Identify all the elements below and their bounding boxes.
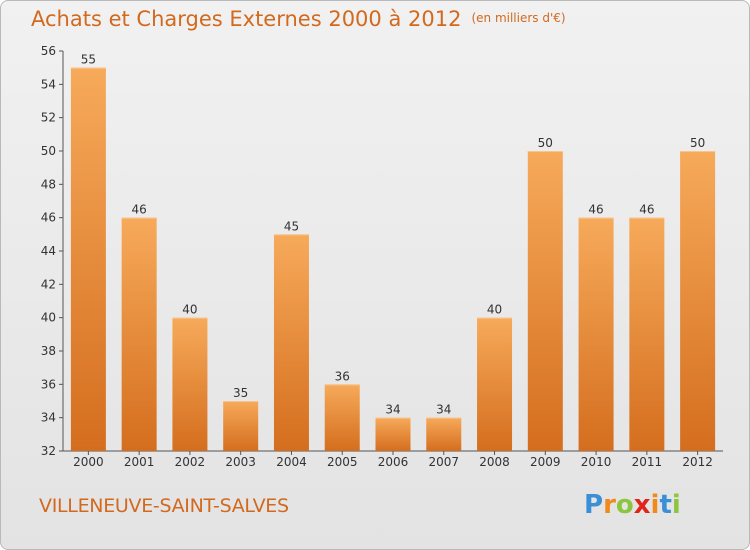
y-tick-label: 52: [41, 111, 56, 125]
y-tick-label: 36: [41, 377, 56, 391]
data-label: 36: [335, 369, 350, 383]
x-tick-label: 2010: [581, 455, 612, 469]
y-tick-label: 54: [41, 77, 56, 91]
chart-subtitle: (en milliers d'€): [471, 11, 566, 25]
y-tick-label: 56: [41, 44, 56, 58]
logo-letter: o: [615, 490, 634, 520]
logo-letter: i: [671, 490, 681, 520]
data-label: 50: [538, 136, 553, 150]
chart-title-text: Achats et Charges Externes 2000 à 2012: [31, 7, 462, 31]
logo-letter: t: [659, 490, 672, 520]
x-tick-label: 2012: [682, 455, 713, 469]
x-tick-label: 2001: [124, 455, 155, 469]
x-tick-label: 2000: [73, 455, 104, 469]
chart-title: Achats et Charges Externes 2000 à 2012 (e…: [31, 7, 566, 31]
data-label: 40: [487, 303, 502, 317]
y-tick-label: 48: [41, 177, 56, 191]
logo-letter: x: [633, 490, 651, 520]
data-label: 46: [588, 203, 603, 217]
y-tick-label: 42: [41, 277, 56, 291]
y-tick-label: 44: [41, 244, 56, 258]
data-label: 34: [385, 403, 400, 417]
data-label: 35: [233, 386, 248, 400]
data-label: 50: [690, 136, 705, 150]
bar-2002: [172, 317, 208, 451]
bar-2011: [629, 217, 665, 451]
bar-2004: [273, 234, 309, 451]
proxiti-logo: Proxiti: [584, 490, 681, 520]
bar-2007: [426, 417, 462, 451]
x-tick-label: 2002: [175, 455, 206, 469]
y-tick-label: 50: [41, 144, 56, 158]
y-tick-label: 40: [41, 311, 56, 325]
bar-2012: [680, 151, 716, 451]
data-label: 46: [132, 203, 147, 217]
x-tick-label: 2003: [225, 455, 256, 469]
bar-2010: [578, 217, 614, 451]
data-label: 46: [639, 203, 654, 217]
y-tick-label: 38: [41, 344, 56, 358]
x-tick-label: 2008: [479, 455, 510, 469]
bar-2000: [70, 67, 106, 452]
y-tick-label: 46: [41, 211, 56, 225]
logo-letter: r: [603, 490, 616, 520]
x-tick-label: 2007: [428, 455, 459, 469]
bar-2003: [223, 401, 259, 451]
bar-2009: [527, 151, 563, 451]
data-label: 34: [436, 403, 451, 417]
data-label: 55: [81, 53, 96, 67]
x-tick-label: 2005: [327, 455, 358, 469]
data-label: 40: [182, 303, 197, 317]
x-tick-label: 2006: [378, 455, 409, 469]
logo-letter: P: [584, 490, 604, 520]
x-tick-label: 2011: [632, 455, 663, 469]
data-label: 45: [284, 219, 299, 233]
bar-2008: [477, 317, 513, 451]
logo-letter: i: [650, 490, 660, 520]
bar-2001: [121, 217, 157, 451]
y-tick-label: 32: [41, 444, 56, 458]
commune-name: VILLENEUVE-SAINT-SALVES: [39, 495, 289, 517]
bar-2005: [324, 384, 360, 451]
bar-2006: [375, 417, 411, 451]
x-tick-label: 2004: [276, 455, 307, 469]
x-tick-label: 2009: [530, 455, 561, 469]
y-tick-label: 34: [41, 411, 56, 425]
